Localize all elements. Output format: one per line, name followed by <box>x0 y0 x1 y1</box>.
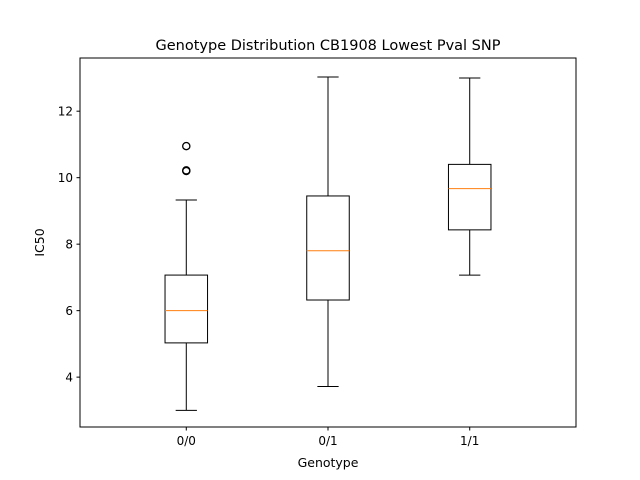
y-tick-label: 12 <box>58 105 73 119</box>
x-axis-label: Genotype <box>298 455 359 470</box>
chart-title: Genotype Distribution CB1908 Lowest Pval… <box>156 38 501 54</box>
box-0-1 <box>306 195 350 301</box>
y-tick-label: 4 <box>65 371 73 385</box>
x-tick-label: 0/1 <box>318 434 337 448</box>
outlier-0-0 <box>182 141 191 151</box>
plot-area: 4 6 8 10 12 0/0 0/1 1/1 <box>58 76 492 448</box>
y-tick-label: 10 <box>58 171 73 185</box>
x-tick-label: 1/1 <box>460 434 479 448</box>
box-0-0 <box>164 274 209 344</box>
axes-frame <box>79 57 577 428</box>
x-tick-label: 0/0 <box>177 434 196 448</box>
y-tick-label: 8 <box>65 238 73 252</box>
outlier-0-0 <box>182 166 191 175</box>
y-axis-label: IC50 <box>32 228 47 256</box>
box-1-1 <box>447 163 492 231</box>
y-tick-label: 6 <box>65 304 73 318</box>
